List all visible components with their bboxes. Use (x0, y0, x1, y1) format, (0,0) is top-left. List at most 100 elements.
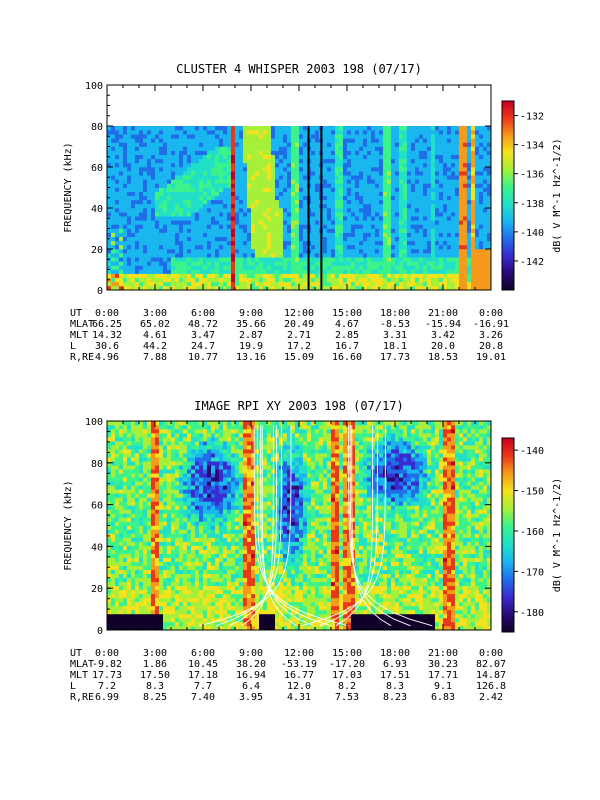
spectrogram-cell (451, 232, 456, 237)
spectrogram-cell (455, 240, 460, 246)
spectrogram-cell (243, 220, 248, 225)
spectrogram-cell (459, 220, 464, 225)
spectrogram-cell (175, 473, 180, 478)
spectrogram-cell (487, 191, 492, 196)
spectrogram-cell (271, 203, 276, 209)
spectrogram-cell (235, 240, 240, 246)
spectrogram-cell (159, 277, 164, 283)
spectrogram-cell (199, 273, 204, 278)
spectrogram-cell (283, 240, 288, 246)
spectrogram-cell (367, 162, 372, 168)
spectrogram-cell (487, 257, 492, 262)
spectrogram-cell (179, 158, 184, 164)
spectrogram-cell (123, 162, 128, 168)
spectrogram-cell (367, 146, 372, 151)
spectrogram-cell (195, 208, 200, 213)
spectrogram-cell (231, 253, 236, 258)
spectrogram-cell (111, 421, 116, 426)
spectrogram-cell (163, 625, 168, 631)
spectrogram-cell (295, 130, 300, 135)
spectrogram-cell (127, 445, 132, 450)
spectrogram-cell (199, 158, 204, 164)
spectrogram-cell (439, 138, 444, 143)
spectrogram-cell (223, 191, 228, 196)
spectrogram-cell (127, 220, 132, 225)
spectrogram-cell (475, 142, 480, 147)
spectrogram-cell (355, 257, 360, 262)
spectrogram-cell (155, 425, 160, 430)
spectrogram-cell (455, 199, 460, 205)
ephemeris-value: 19.9 (239, 341, 263, 352)
spectrogram-cell (263, 179, 268, 184)
spectrogram-cell (127, 533, 132, 538)
spectrogram-cell (235, 179, 240, 184)
spectrogram-cell (175, 501, 180, 506)
spectrogram-cell (291, 199, 296, 205)
spectrogram-cell (463, 220, 468, 225)
spectrogram-cell (175, 621, 180, 627)
spectrogram-cell (471, 261, 476, 266)
spectrogram-cell (143, 232, 148, 237)
spectrogram-cell (235, 285, 240, 291)
spectrogram-cell (327, 228, 332, 233)
spectrogram-cell (467, 277, 472, 283)
spectrogram-cell (447, 171, 452, 176)
spectrogram-cell (311, 216, 316, 221)
spectrogram-cell (295, 212, 300, 217)
spectrogram-cell (335, 150, 340, 155)
spectrogram-cell (119, 441, 124, 446)
spectrogram-cell (107, 425, 112, 430)
spectrogram-cell (147, 437, 152, 442)
spectrogram-cell (111, 253, 116, 258)
spectrogram-cell (291, 228, 296, 233)
spectrogram-cell (487, 220, 492, 225)
spectrogram-cell (411, 150, 416, 155)
spectrogram-cell (139, 597, 144, 603)
spectrogram-cell (291, 179, 296, 184)
spectrogram-cell (251, 249, 256, 254)
spectrogram-cell (351, 257, 356, 262)
spectrogram-cell (171, 621, 176, 627)
spectrogram-cell (403, 187, 408, 192)
spectrogram-cell (135, 577, 140, 583)
spectrogram-cell (135, 533, 140, 538)
spectrogram-cell (159, 621, 164, 627)
spectrogram-cell (331, 126, 336, 131)
spectrogram-cell (487, 175, 492, 180)
spectrogram-cell (451, 224, 456, 229)
spectrogram-cell (159, 142, 164, 147)
spectrogram-cell (199, 253, 204, 258)
spectrogram-cell (447, 134, 452, 139)
spectrogram-cell (447, 203, 452, 209)
spectrogram-cell (171, 585, 176, 591)
spectrogram-cell (479, 171, 484, 176)
spectrogram-cell (239, 240, 244, 246)
spectrogram-cell (243, 179, 248, 184)
spectrogram-cell (311, 130, 316, 135)
spectrogram-cell (435, 216, 440, 221)
spectrogram-cell (303, 126, 308, 131)
spectrogram-cell (315, 253, 320, 258)
spectrogram-cell (467, 191, 472, 196)
spectrogram-cell (447, 154, 452, 160)
spectrogram-cell (107, 457, 112, 462)
spectrogram-cell (459, 236, 464, 242)
spectrogram-cell (119, 261, 124, 266)
spectrogram-cell (303, 150, 308, 155)
colorbar-tick-label: -138 (520, 199, 544, 210)
spectrogram-cell (275, 195, 280, 201)
spectrogram-cell (483, 277, 488, 283)
spectrogram-cell (459, 228, 464, 233)
spectrogram-cell (175, 561, 180, 566)
spectrogram-cell (235, 162, 240, 168)
spectrogram-cell (255, 216, 260, 221)
spectrogram-cell (487, 134, 492, 139)
spectrogram-cell (347, 240, 352, 246)
spectrogram-cell (371, 269, 376, 274)
spectrogram-cell (375, 232, 380, 237)
spectrogram-cell (107, 605, 112, 611)
spectrogram-cell (287, 154, 292, 160)
spectrogram-cell (419, 171, 424, 176)
spectrogram-cell (271, 187, 276, 192)
spectrogram-cell (351, 269, 356, 274)
